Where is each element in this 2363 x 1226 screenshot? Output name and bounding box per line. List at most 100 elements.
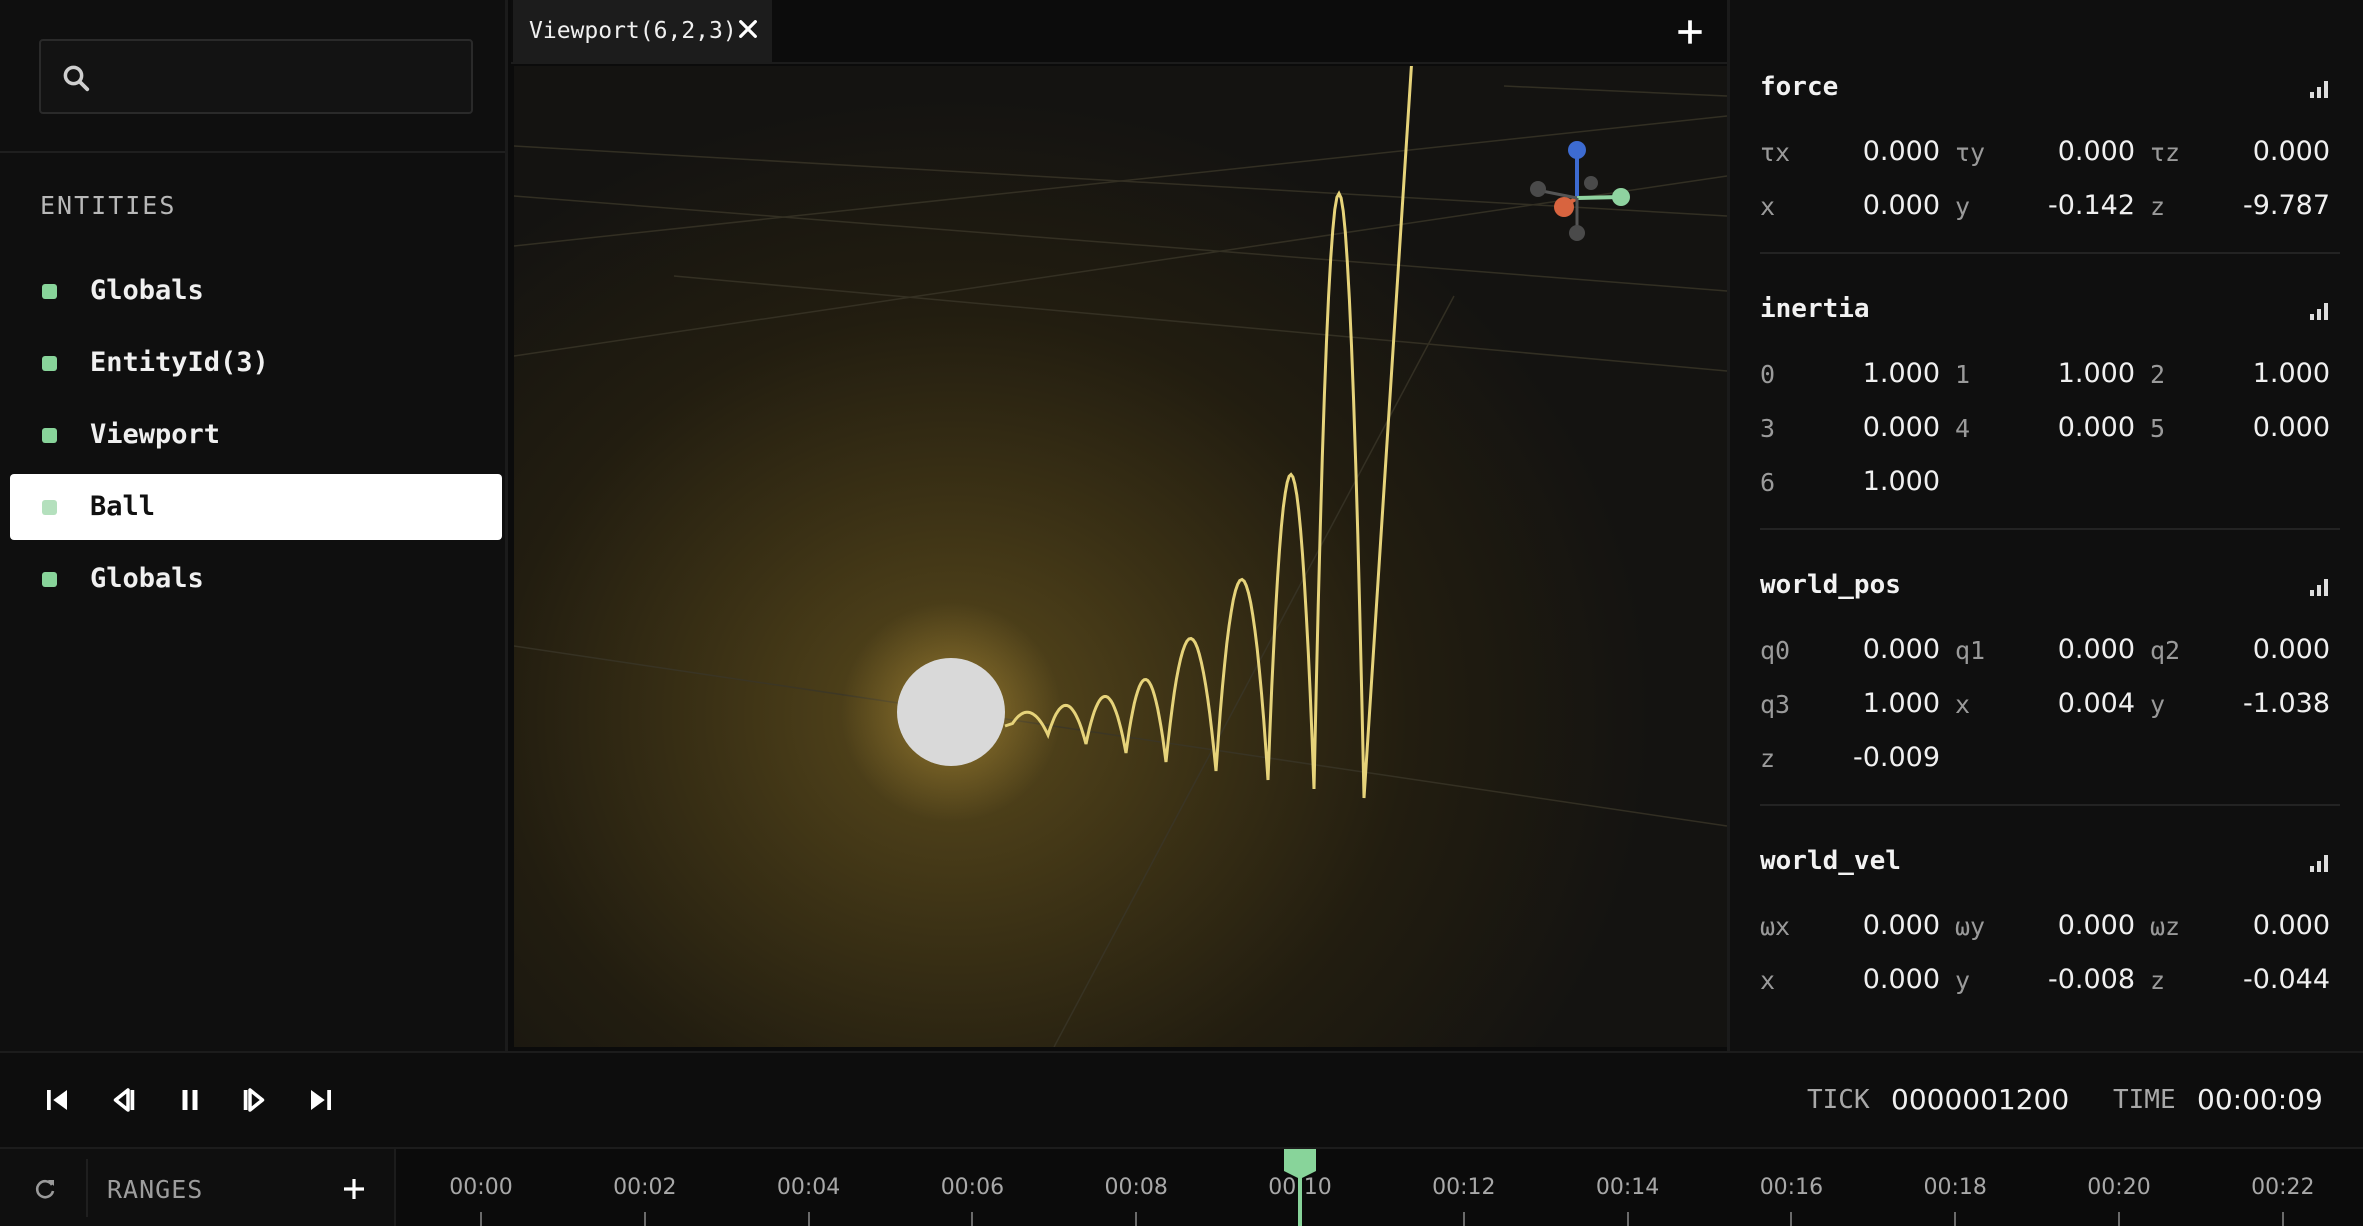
timeline-tick-mark — [807, 1212, 810, 1226]
timeline-tick-mark — [643, 1212, 646, 1226]
component-field[interactable]: 3 0.000 — [1760, 408, 1940, 448]
component-field[interactable]: q3 1.000 — [1760, 684, 1940, 724]
tab-viewport[interactable]: Viewport(6,2,3) — [513, 0, 772, 64]
field-value: -0.044 — [2242, 964, 2330, 995]
field-key: q1 — [1955, 636, 1986, 665]
component-field[interactable]: 5 0.000 — [2150, 408, 2330, 448]
reload-icon[interactable] — [34, 1177, 58, 1201]
timeline[interactable]: RANGES 00:0000:0200:0400:0600:0800:1000:… — [0, 1147, 2363, 1226]
entity-item[interactable]: Globals — [10, 546, 502, 612]
component-field[interactable]: 0 1.000 — [1760, 354, 1940, 394]
search-input[interactable] — [39, 39, 473, 114]
time-value: 00:00:09 — [2197, 1083, 2323, 1116]
field-key: y — [1955, 966, 1971, 995]
ball[interactable] — [897, 658, 1005, 766]
field-value: 0.000 — [2252, 910, 2330, 941]
timeline-tick-label: 00:04 — [776, 1175, 841, 1200]
component-field[interactable]: x 0.000 — [1760, 186, 1940, 226]
field-value: 0.000 — [1862, 634, 1940, 665]
3d-viewport[interactable] — [514, 66, 1727, 1047]
field-value: 0.000 — [1862, 136, 1940, 167]
time-label: TIME — [2113, 1085, 2176, 1115]
chart-icon[interactable] — [2308, 852, 2330, 874]
field-key: 2 — [2150, 360, 2166, 389]
field-value: -0.142 — [2047, 190, 2135, 221]
skip-to-start-icon[interactable] — [42, 1085, 72, 1115]
field-value: 0.000 — [2057, 412, 2135, 443]
search-icon — [63, 65, 90, 92]
timeline-tick-mark — [1954, 1212, 1957, 1226]
component-name: world_pos — [1760, 570, 1901, 600]
component-field[interactable]: ωx 0.000 — [1760, 906, 1940, 946]
component-field[interactable]: 4 0.000 — [1955, 408, 2135, 448]
field-key: 4 — [1955, 414, 1971, 443]
field-key: 5 — [2150, 414, 2166, 443]
component-field[interactable]: y -0.008 — [1955, 960, 2135, 1000]
component-field[interactable]: y -1.038 — [2150, 684, 2330, 724]
field-value: 0.000 — [2252, 412, 2330, 443]
component-field[interactable]: y -0.142 — [1955, 186, 2135, 226]
component-field[interactable]: 6 1.000 — [1760, 462, 1940, 502]
field-key: q2 — [2150, 636, 2181, 665]
timeline-tick-mark — [1790, 1212, 1793, 1226]
timeline-tick-mark — [971, 1212, 974, 1226]
timeline-tick-label: 00:00 — [449, 1175, 513, 1200]
timeline-tick-mark — [2281, 1212, 2284, 1226]
component-field[interactable]: 2 1.000 — [2150, 354, 2330, 394]
close-icon[interactable] — [737, 18, 759, 40]
timeline-tick-label: 00:02 — [613, 1175, 677, 1200]
timeline-tick-mark — [1135, 1212, 1138, 1226]
entity-status-dot — [42, 500, 57, 515]
ranges-divider — [86, 1159, 88, 1217]
component-field[interactable]: z -9.787 — [2150, 186, 2330, 226]
entity-status-dot — [42, 428, 57, 443]
field-value: 0.000 — [1862, 190, 1940, 221]
entity-label: Globals — [90, 563, 204, 594]
component-field[interactable]: τx 0.000 — [1760, 132, 1940, 172]
chart-icon[interactable] — [2308, 576, 2330, 598]
field-key: τx — [1760, 138, 1791, 167]
skip-to-end-icon[interactable] — [306, 1085, 336, 1115]
component-field[interactable]: x 0.000 — [1760, 960, 1940, 1000]
field-key: 0 — [1760, 360, 1776, 389]
component-field[interactable]: q2 0.000 — [2150, 630, 2330, 670]
component-inertia: inertia 0 1.000 1 1.000 2 1.000 3 0.000 4 0.000 5 0.… — [1760, 280, 2340, 530]
entity-item[interactable]: Ball — [10, 474, 502, 540]
component-field[interactable]: x 0.004 — [1955, 684, 2135, 724]
component-field[interactable]: ωz 0.000 — [2150, 906, 2330, 946]
orientation-gizmo[interactable] — [1530, 141, 1630, 241]
sidebar-divider — [0, 151, 505, 153]
add-tab-button[interactable] — [1676, 18, 1704, 46]
component-field[interactable]: τz 0.000 — [2150, 132, 2330, 172]
entity-item[interactable]: Globals — [10, 258, 502, 324]
component-field[interactable]: τy 0.000 — [1955, 132, 2135, 172]
component-field[interactable]: z -0.044 — [2150, 960, 2330, 1000]
entity-item[interactable]: Viewport — [10, 402, 502, 468]
pause-icon[interactable] — [175, 1085, 205, 1115]
step-forward-icon[interactable] — [240, 1085, 270, 1115]
playhead[interactable] — [1283, 1149, 1317, 1226]
entity-status-dot — [42, 572, 57, 587]
field-key: q0 — [1760, 636, 1791, 665]
step-back-icon[interactable] — [108, 1085, 138, 1115]
field-key: z — [2150, 192, 2166, 221]
component-divider — [1760, 528, 2340, 530]
component-field[interactable]: 1 1.000 — [1955, 354, 2135, 394]
entities-heading: ENTITIES — [40, 191, 177, 220]
component-name: inertia — [1760, 294, 1870, 324]
field-value: 1.000 — [2057, 358, 2135, 389]
component-field[interactable]: z -0.009 — [1760, 738, 1940, 778]
field-key: x — [1760, 966, 1776, 995]
field-key: ωx — [1760, 912, 1791, 941]
chart-icon[interactable] — [2308, 300, 2330, 322]
timeline-tick-label: 00:12 — [1432, 1175, 1496, 1200]
chart-icon[interactable] — [2308, 78, 2330, 100]
component-field[interactable]: ωy 0.000 — [1955, 906, 2135, 946]
entity-label: EntityId(3) — [90, 347, 269, 378]
entity-item[interactable]: EntityId(3) — [10, 330, 502, 396]
add-range-button[interactable] — [342, 1177, 366, 1201]
component-field[interactable]: q1 0.000 — [1955, 630, 2135, 670]
component-field[interactable]: q0 0.000 — [1760, 630, 1940, 670]
tick-label: TICK — [1807, 1085, 1870, 1115]
field-key: q3 — [1760, 690, 1791, 719]
